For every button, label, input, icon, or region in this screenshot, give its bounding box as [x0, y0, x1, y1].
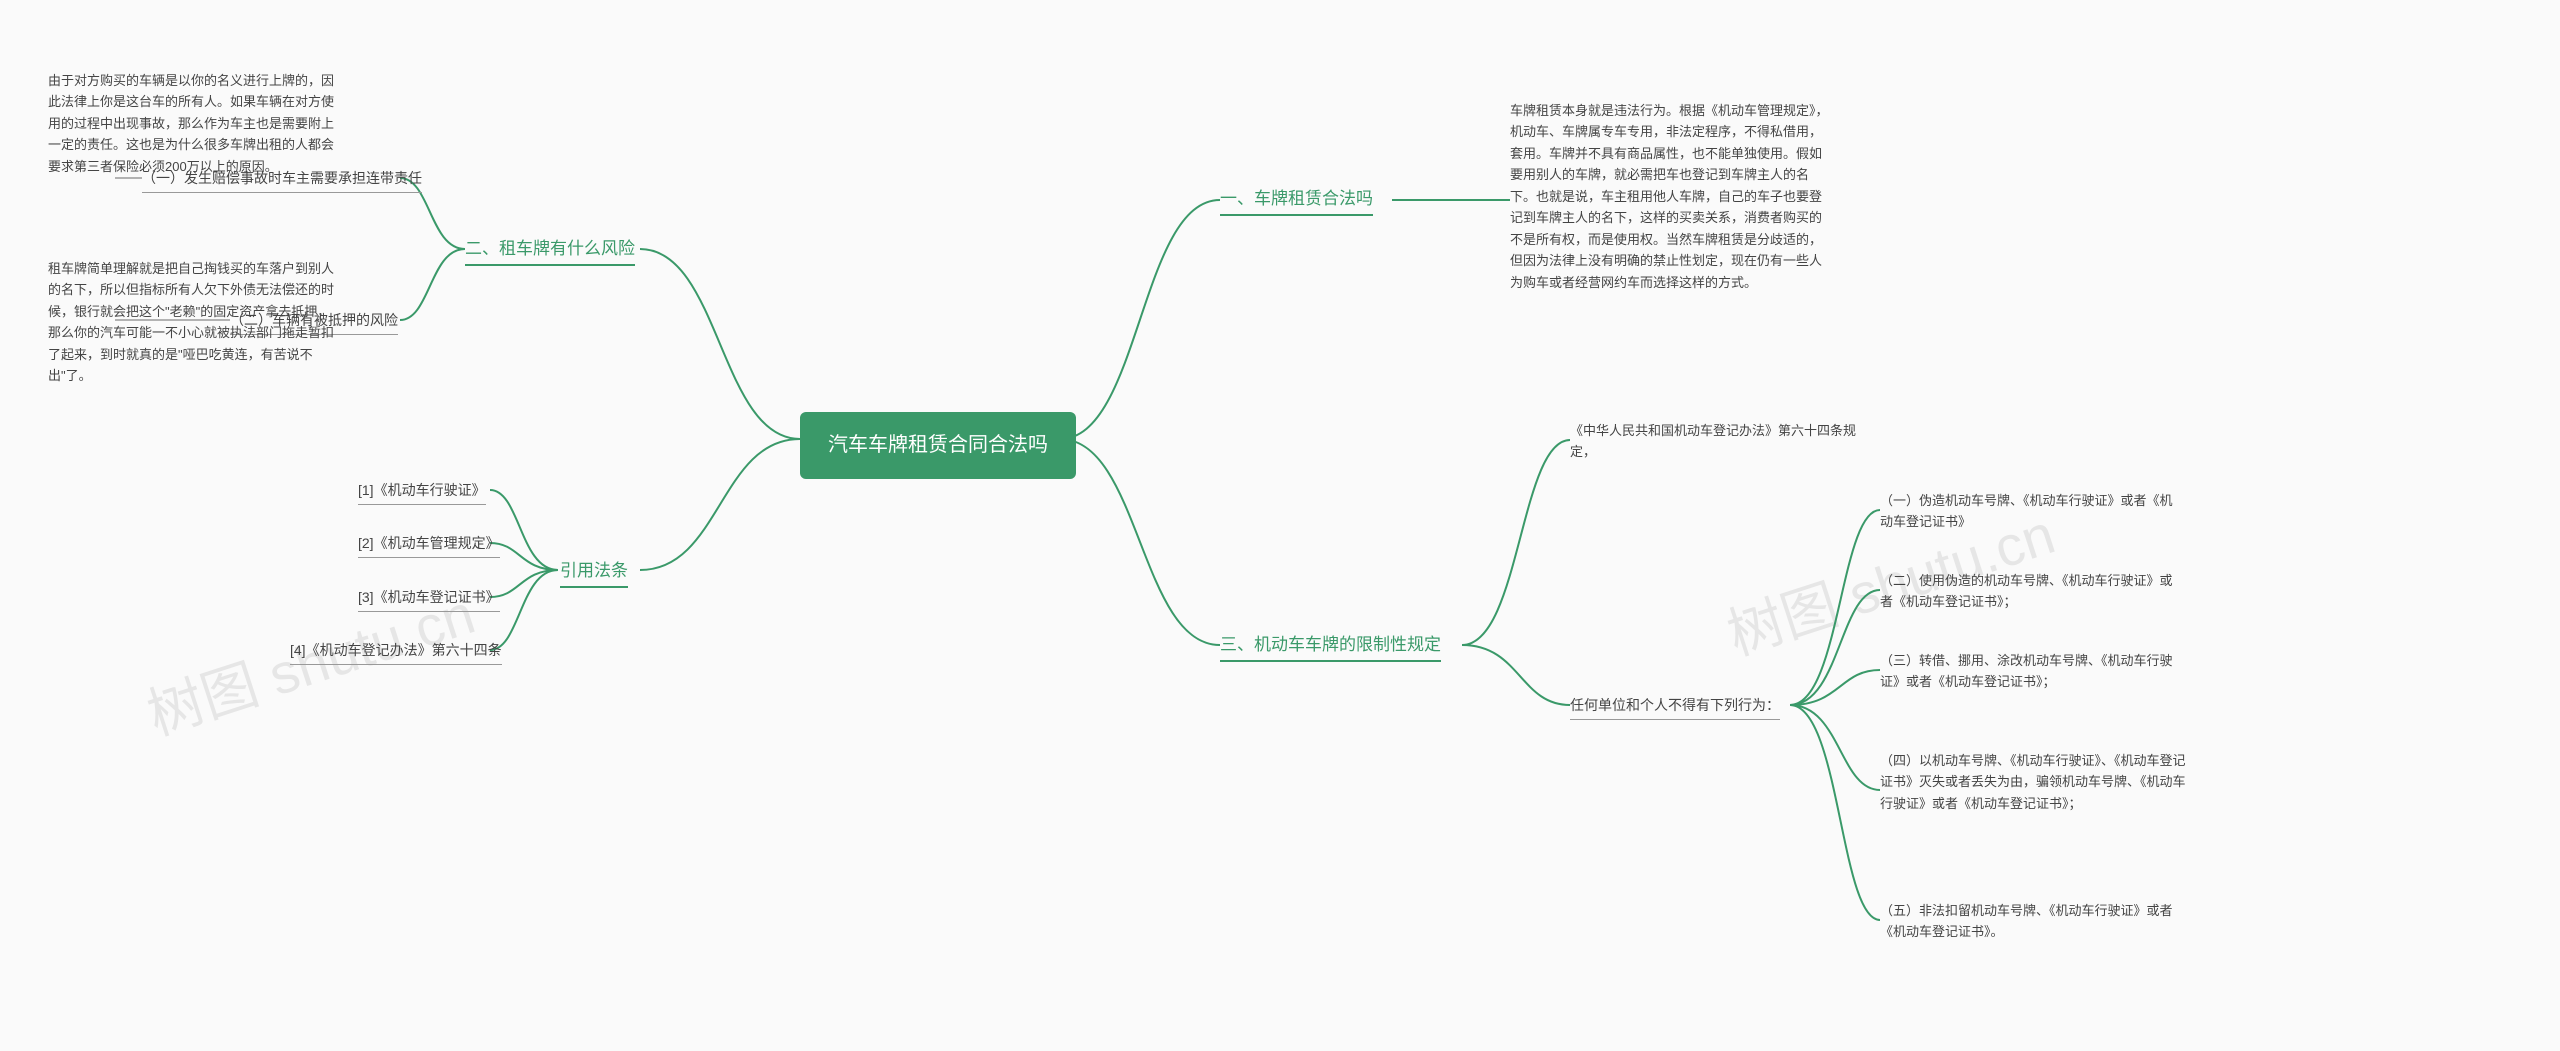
section-1-label: 一、车牌租赁合法吗 — [1220, 189, 1373, 208]
text: 租车牌简单理解就是把自己掏钱买的车落户到别人的名下，所以但指标所有人欠下外债无法… — [48, 261, 334, 383]
section-3-item-3: （三）转借、挪用、涂改机动车号牌、《机动车行驶证》或者《机动车登记证书》； — [1880, 650, 2180, 693]
root-topic: 汽车车牌租赁合同合法吗 — [800, 412, 1076, 479]
text: 任何单位和个人不得有下列行为： — [1570, 697, 1780, 713]
section-2-item-1-detail: 由于对方购买的车辆是以你的名义进行上牌的，因此法律上你是这台车的所有人。如果车辆… — [48, 70, 338, 177]
section-1-body: 车牌租赁本身就是违法行为。根据《机动车管理规定》，机动车、车牌属专车专用，非法定… — [1510, 100, 1830, 293]
section-1: 一、车牌租赁合法吗 — [1220, 186, 1373, 220]
section-2-label: 二、租车牌有什么风险 — [465, 239, 635, 258]
citation-3: [3]《机动车登记证书》 — [358, 587, 500, 612]
section-3-item-1: （一）伪造机动车号牌、《机动车行驶证》或者《机动车登记证书》 — [1880, 490, 2180, 533]
underline — [465, 264, 635, 266]
text: （三）转借、挪用、涂改机动车号牌、《机动车行驶证》或者《机动车登记证书》； — [1880, 653, 2173, 689]
section-3-item-5: （五）非法扣留机动车号牌、《机动车行驶证》或者《机动车登记证书》。 — [1880, 900, 2180, 943]
section-3-label: 三、机动车车牌的限制性规定 — [1220, 635, 1441, 654]
citations: 引用法条 — [560, 558, 628, 592]
root-title: 汽车车牌租赁合同合法吗 — [828, 434, 1048, 456]
section-3-item-4: （四）以机动车号牌、《机动车行驶证》、《机动车登记证书》灭失或者丢失为由，骗领机… — [1880, 750, 2190, 814]
underline — [560, 586, 628, 588]
text: [1]《机动车行驶证》 — [358, 482, 486, 498]
citations-label: 引用法条 — [560, 561, 628, 580]
text: [3]《机动车登记证书》 — [358, 589, 500, 605]
section-3: 三、机动车车牌的限制性规定 — [1220, 632, 1441, 666]
text: （一）伪造机动车号牌、《机动车行驶证》或者《机动车登记证书》 — [1880, 493, 2173, 529]
section-3-sub1: 《中华人民共和国机动车登记办法》第六十四条规定， — [1570, 420, 1860, 463]
section-3-item-2: （二）使用伪造的机动车号牌、《机动车行驶证》或者《机动车登记证书》； — [1880, 570, 2180, 613]
text: 《中华人民共和国机动车登记办法》第六十四条规定， — [1570, 423, 1856, 459]
text: 车牌租赁本身就是违法行为。根据《机动车管理规定》，机动车、车牌属专车专用，非法定… — [1510, 103, 1829, 290]
text: 由于对方购买的车辆是以你的名义进行上牌的，因此法律上你是这台车的所有人。如果车辆… — [48, 73, 334, 174]
section-3-sub2-label: 任何单位和个人不得有下列行为： — [1570, 695, 1780, 720]
section-2: 二、租车牌有什么风险 — [465, 236, 635, 270]
citation-1: [1]《机动车行驶证》 — [358, 480, 486, 505]
text: （四）以机动车号牌、《机动车行驶证》、《机动车登记证书》灭失或者丢失为由，骗领机… — [1880, 753, 2186, 811]
text: [4]《机动车登记办法》第六十四条 — [290, 642, 502, 658]
citation-4: [4]《机动车登记办法》第六十四条 — [290, 640, 502, 665]
underline — [1220, 660, 1441, 662]
text: （二）使用伪造的机动车号牌、《机动车行驶证》或者《机动车登记证书》； — [1880, 573, 2173, 609]
text: [2]《机动车管理规定》 — [358, 535, 500, 551]
text: （五）非法扣留机动车号牌、《机动车行驶证》或者《机动车登记证书》。 — [1880, 903, 2173, 939]
citation-2: [2]《机动车管理规定》 — [358, 533, 500, 558]
section-2-item-2-detail: 租车牌简单理解就是把自己掏钱买的车落户到别人的名下，所以但指标所有人欠下外债无法… — [48, 258, 338, 387]
underline — [1220, 214, 1373, 216]
